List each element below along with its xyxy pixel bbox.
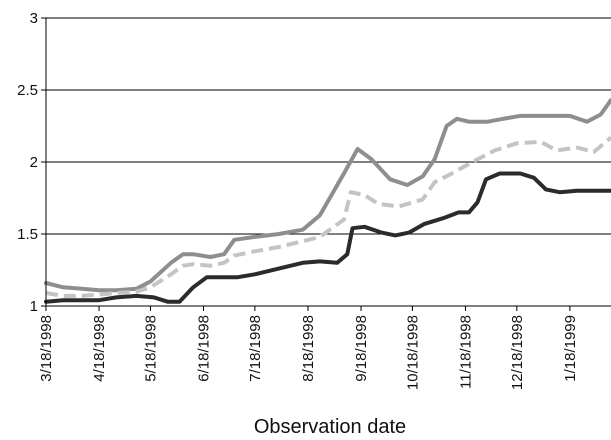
x-tick-label: 1/18/1999 [562, 315, 579, 382]
y-tick-label: 1 [30, 298, 38, 315]
x-tick-label: 11/18/1998 [457, 315, 474, 389]
x-tick-label: 12/18/1998 [509, 315, 526, 390]
series-lines [44, 98, 611, 304]
x-tick-label: 10/18/1998 [404, 315, 421, 390]
series-line-1 [44, 98, 611, 293]
y-tick-label: 2.5 [17, 82, 38, 99]
y-tick-label: 2 [30, 154, 38, 171]
x-axis-title: Observation date [254, 416, 406, 438]
y-tick-labels: 1 1.5 2 2.5 3 [17, 10, 38, 315]
x-tick-label: 6/18/1998 [196, 315, 213, 382]
y-tick-label: 1.5 [17, 226, 38, 243]
series-line-2 [45, 135, 611, 298]
x-tick-label: 7/18/1998 [247, 315, 264, 382]
x-tick-label: 4/18/1998 [91, 315, 108, 382]
x-tick-labels: 3/18/1998 4/18/1998 5/18/1998 6/18/1998 7/18… [38, 315, 579, 390]
x-tick-label: 8/18/1998 [300, 315, 317, 382]
x-tick-label: 5/18/1998 [142, 315, 159, 382]
x-tick-label: 9/18/1998 [353, 315, 370, 382]
x-tick-label: 3/18/1998 [38, 315, 55, 382]
y-tick-label: 3 [30, 10, 38, 27]
series-line-3 [44, 171, 611, 304]
axes [45, 18, 611, 311]
